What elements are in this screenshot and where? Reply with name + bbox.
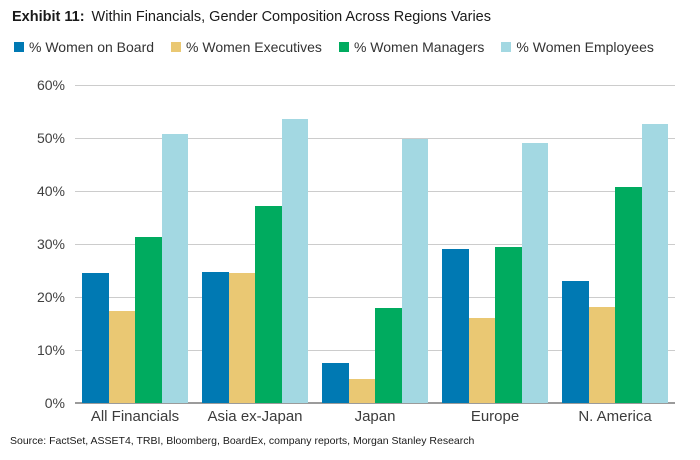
bar--women-executives-1 bbox=[228, 273, 255, 403]
legend-swatch-icon bbox=[171, 42, 182, 52]
chart-title-prefix: Exhibit 11: bbox=[12, 9, 85, 25]
chart-title: Exhibit 11: Within Financials, Gender Com… bbox=[12, 9, 491, 25]
legend-item-0: % Women on Board bbox=[14, 39, 154, 55]
bar--women-executives-4 bbox=[588, 306, 615, 403]
gridline-50 bbox=[75, 138, 675, 139]
bar--women-on-board-2 bbox=[322, 363, 349, 403]
gridline-30 bbox=[75, 244, 675, 245]
bar--women-managers-2 bbox=[375, 308, 402, 403]
x-axis-labels: All Financials Asia ex-Japan Japan Europe N.… bbox=[75, 408, 675, 425]
gridline-60 bbox=[75, 85, 675, 86]
gridline-20 bbox=[75, 297, 675, 298]
bar-group-europe bbox=[435, 85, 555, 403]
bar--women-employees-4 bbox=[641, 124, 668, 403]
bar--women-managers-3 bbox=[495, 247, 522, 403]
legend-item-3: % Women Employees bbox=[501, 39, 654, 55]
bar--women-executives-2 bbox=[348, 379, 375, 403]
bar--women-managers-1 bbox=[255, 205, 282, 403]
bar--women-employees-0 bbox=[161, 133, 188, 403]
y-tick-label-40: 40% bbox=[36, 183, 65, 199]
bar--women-on-board-3 bbox=[442, 248, 469, 403]
bar--women-on-board-1 bbox=[202, 272, 229, 403]
bar--women-on-board-4 bbox=[562, 280, 589, 403]
bar-group-asia-ex-japan bbox=[195, 85, 315, 403]
x-axis-label-1: Asia ex-Japan bbox=[207, 408, 303, 425]
x-axis-label-3: Europe bbox=[470, 408, 520, 425]
bar--women-executives-0 bbox=[108, 310, 135, 403]
source-note: Source: FactSet, ASSET4, TRBI, Bloomberg… bbox=[10, 435, 475, 447]
legend-item-1: % Women Executives bbox=[171, 39, 322, 55]
legend-label: % Women on Board bbox=[29, 39, 155, 55]
y-tick-label-10: 10% bbox=[36, 342, 65, 358]
chart-legend: % Women on Board % Women Executives % Wome… bbox=[14, 38, 690, 56]
legend-label: % Women Managers bbox=[353, 39, 485, 55]
x-axis-label-0: All Financials bbox=[90, 408, 180, 425]
bar-group-all-financials bbox=[75, 85, 195, 403]
y-tick-label-0: 0% bbox=[44, 395, 65, 411]
legend-swatch-icon bbox=[338, 42, 349, 52]
bar--women-managers-4 bbox=[615, 187, 642, 403]
bar--women-employees-2 bbox=[401, 139, 428, 403]
bar--women-managers-0 bbox=[135, 237, 162, 403]
y-tick-label-20: 20% bbox=[36, 289, 65, 305]
bar--women-executives-3 bbox=[468, 317, 495, 403]
legend-label: % Women Employees bbox=[516, 39, 654, 55]
bar-group-n-america bbox=[555, 85, 675, 403]
x-axis-line bbox=[75, 402, 675, 404]
bar--women-employees-3 bbox=[521, 143, 548, 403]
bar-group-japan bbox=[315, 85, 435, 403]
plot-area: 0% 10% 20% 30% 40% 50% 60% bbox=[37, 78, 675, 410]
y-tick-label-30: 30% bbox=[36, 236, 65, 252]
y-tick-label-60: 60% bbox=[36, 77, 65, 93]
legend-item-2: % Women Managers bbox=[338, 39, 485, 55]
x-axis-label-2: Japan bbox=[354, 408, 396, 425]
x-axis-label-4: N. America bbox=[578, 408, 652, 425]
legend-label: % Women Executives bbox=[186, 39, 322, 55]
bar--women-on-board-0 bbox=[82, 273, 109, 403]
legend-swatch-icon bbox=[14, 42, 24, 52]
bar--women-employees-1 bbox=[281, 119, 308, 403]
legend-swatch-icon bbox=[501, 42, 512, 52]
gridline-40 bbox=[75, 191, 675, 192]
chart-title-text: Within Financials, Gender Composition Ac… bbox=[91, 9, 491, 25]
y-tick-label-50: 50% bbox=[36, 130, 65, 146]
